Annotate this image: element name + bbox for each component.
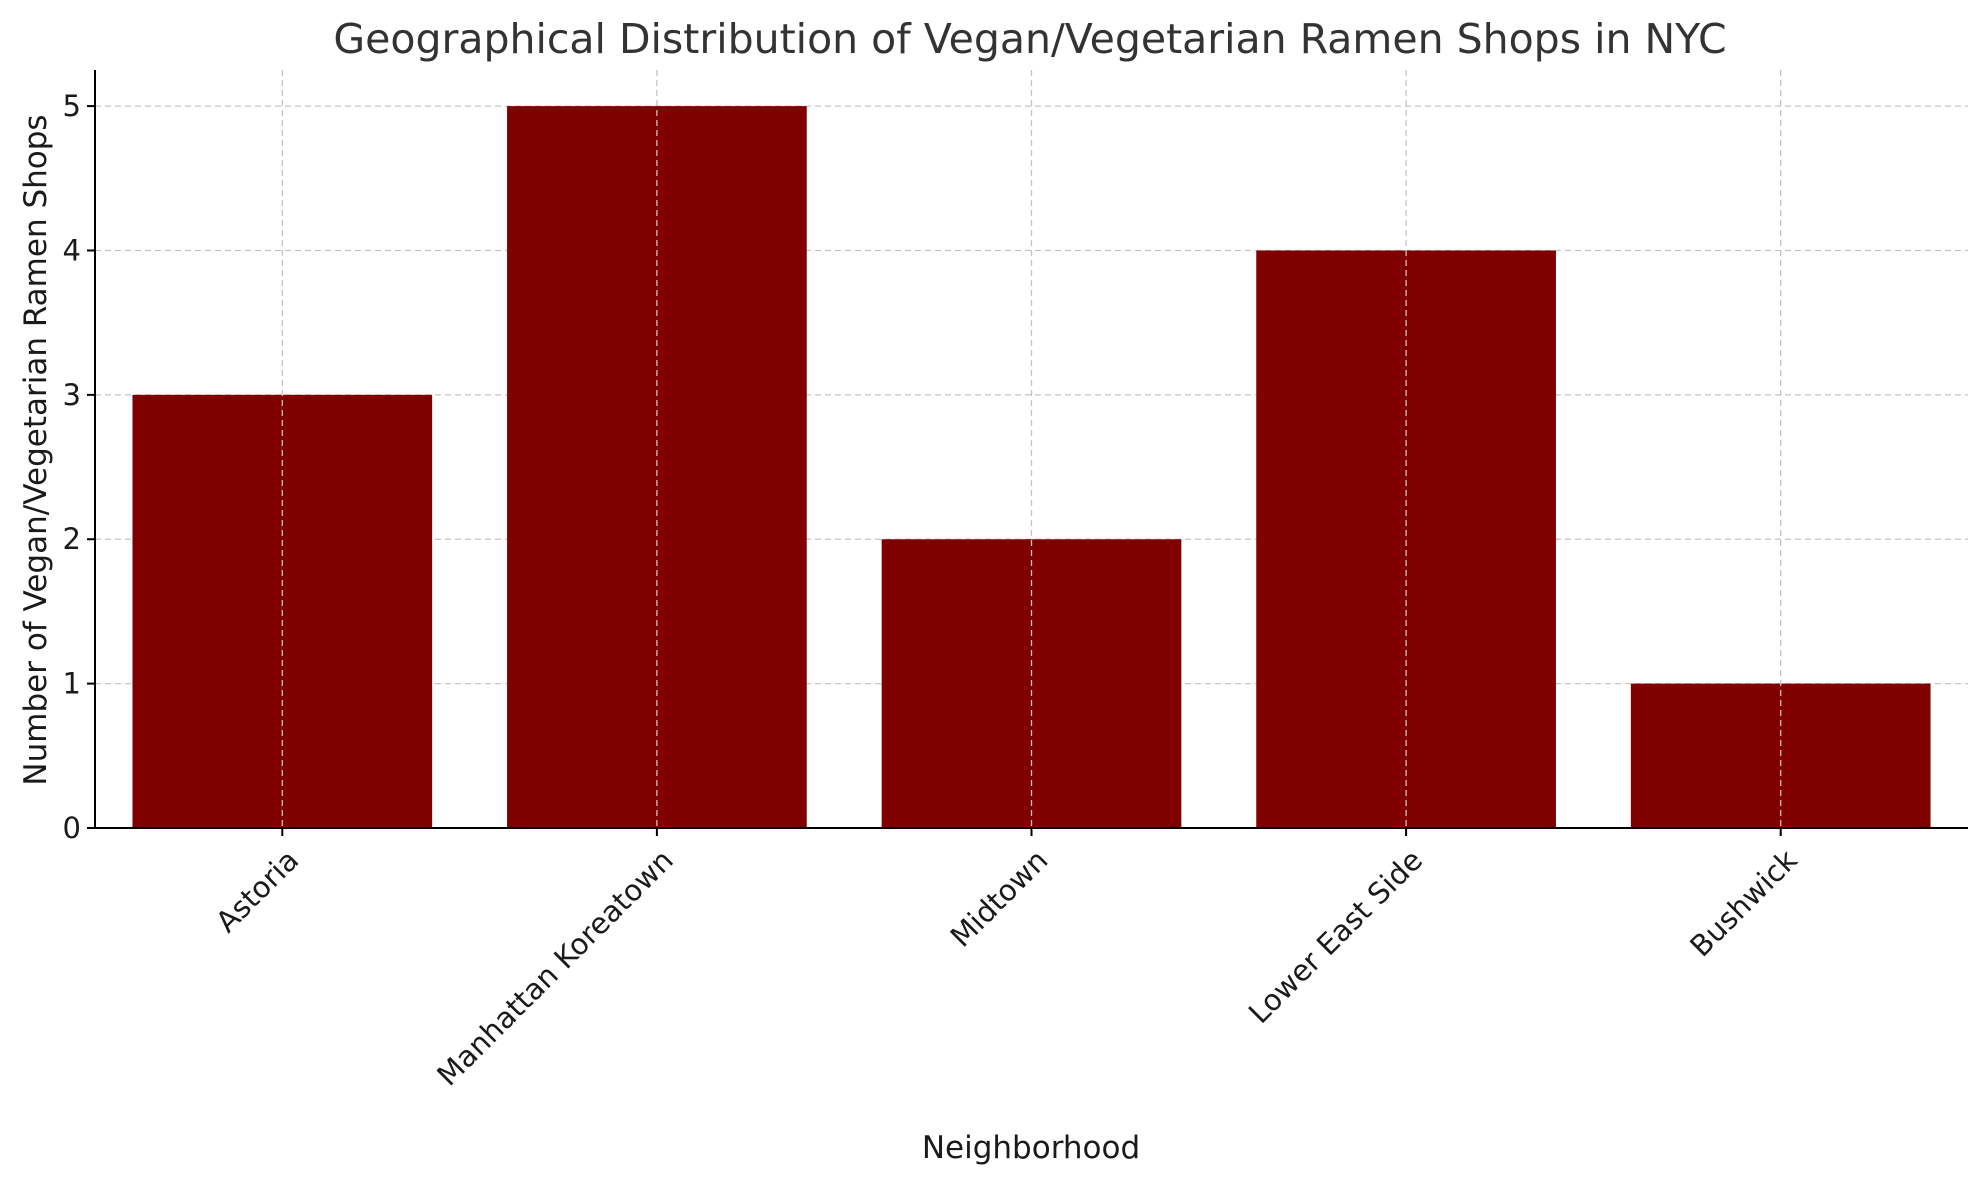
y-tick-label: 4 [63,233,81,267]
y-tick-label: 3 [63,378,81,412]
x-axis-label: Neighborhood [922,1130,1140,1166]
y-tick-label: 2 [63,522,81,556]
bar [507,106,807,829]
y-tick-label: 1 [63,667,81,701]
x-tick-label: Midtown [944,843,1055,954]
chart-title: Geographical Distribution of Vegan/Veget… [333,15,1726,63]
y-tick-label: 0 [63,811,81,845]
x-tick-label: Bushwick [1683,843,1804,964]
vertical-grid-lines [281,70,1782,828]
x-tick-label: Manhattan Koreatown [430,843,680,1093]
y-tick-label: 5 [63,89,81,123]
x-tick-label: Lower East Side [1242,843,1429,1030]
y-axis-label: Number of Vegan/Vegetarian Ramen Shops [18,114,54,785]
x-tick-label: Astoria [209,843,305,939]
